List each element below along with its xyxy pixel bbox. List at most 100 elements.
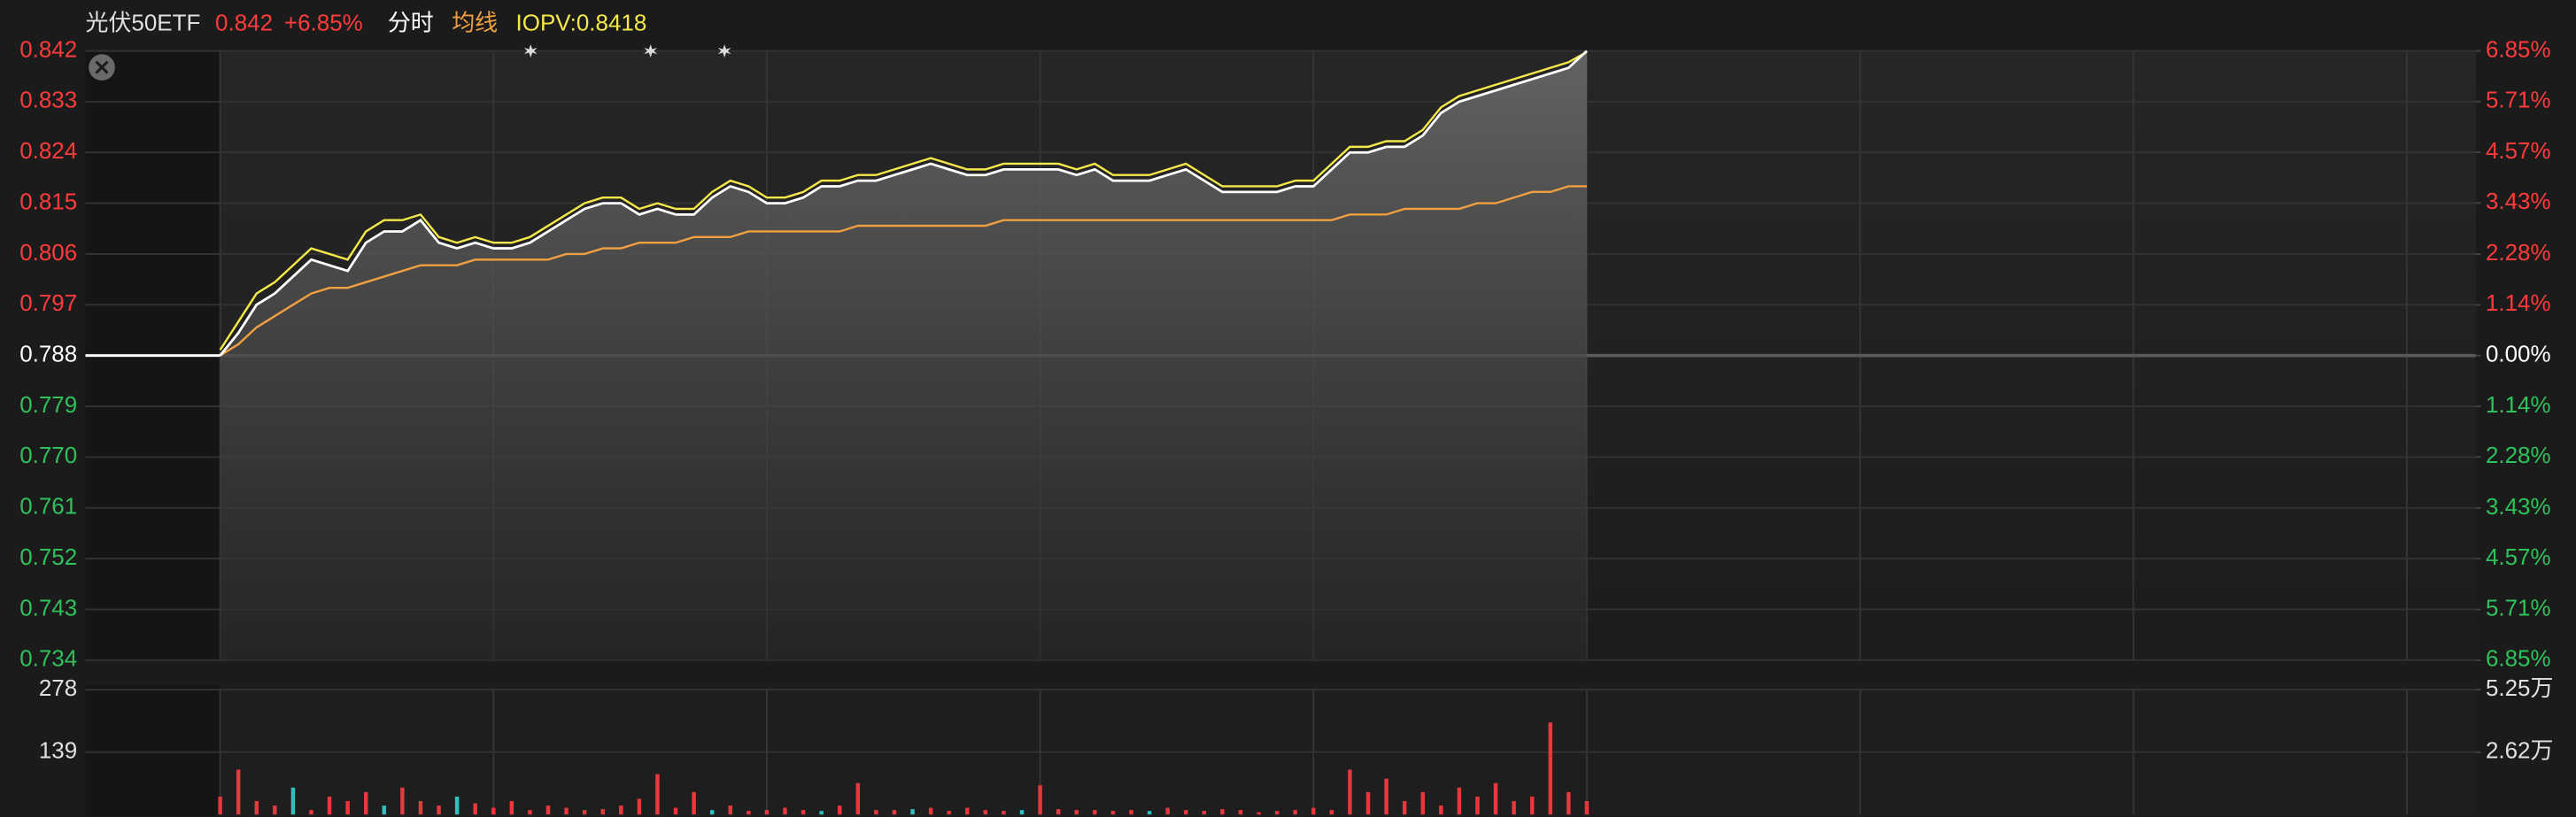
volume-bar bbox=[454, 796, 460, 815]
volume-bar bbox=[1475, 796, 1480, 815]
volume-bar bbox=[437, 805, 441, 815]
y-tick-label: 0.815 bbox=[19, 188, 77, 214]
y2-tick-label: 2.28% bbox=[2486, 239, 2551, 266]
volume-bar bbox=[1512, 800, 1516, 815]
event-marker[interactable] bbox=[717, 44, 731, 58]
volume-bar bbox=[855, 782, 861, 815]
volume-bar bbox=[1493, 782, 1498, 815]
volume-bar bbox=[1584, 800, 1590, 815]
y2-tick-label: 5.71% bbox=[2486, 87, 2551, 113]
volume-bar bbox=[673, 807, 678, 815]
y-tick-label: 0.752 bbox=[19, 543, 77, 570]
y-tick-label: 0.797 bbox=[19, 289, 77, 316]
y-tick-label: 0.743 bbox=[19, 594, 77, 620]
volume-bar bbox=[892, 810, 897, 815]
volume-bar bbox=[309, 810, 313, 815]
volume-bar bbox=[619, 805, 623, 815]
volume-bar bbox=[1002, 811, 1006, 815]
y-tick-label: 0.734 bbox=[19, 645, 77, 672]
volume-bar bbox=[1274, 811, 1280, 815]
close-icon[interactable] bbox=[95, 60, 109, 74]
y2-tick-label: 0.00% bbox=[2486, 341, 2551, 367]
y2-tick-label: 2.28% bbox=[2486, 442, 2551, 468]
volume-bar bbox=[564, 807, 569, 815]
volume-bar bbox=[1056, 809, 1061, 815]
legend-entry[interactable]: 均线 bbox=[452, 10, 498, 36]
volume-bar bbox=[218, 796, 222, 815]
volume-bar bbox=[874, 810, 878, 815]
volume-bar bbox=[418, 800, 423, 815]
volume-bar bbox=[600, 809, 605, 815]
ticker-name: 光伏50ETF bbox=[85, 10, 200, 36]
volume-bar bbox=[1566, 791, 1571, 815]
volume-bar bbox=[655, 774, 660, 815]
event-marker[interactable] bbox=[523, 44, 538, 58]
volume-bar bbox=[1202, 811, 1207, 815]
volume-bar bbox=[1529, 796, 1535, 815]
volume-bar bbox=[1548, 722, 1552, 815]
volume-bar bbox=[254, 800, 259, 815]
volume-bar bbox=[1093, 810, 1097, 815]
close-button[interactable] bbox=[89, 54, 115, 81]
y2-tick-label: 1.14% bbox=[2486, 391, 2551, 418]
volume-bar bbox=[1257, 812, 1261, 815]
volume-bar bbox=[1329, 810, 1334, 815]
volume-bar bbox=[838, 805, 842, 815]
series-line bbox=[219, 50, 1588, 351]
volume-bar bbox=[637, 798, 642, 815]
volume-bar bbox=[509, 800, 514, 815]
volume-bar bbox=[819, 811, 824, 815]
volume-bar bbox=[491, 807, 496, 815]
series-line bbox=[219, 185, 1587, 357]
volume-bar bbox=[1384, 778, 1389, 815]
y-tick-label: 0.761 bbox=[19, 493, 77, 520]
y2-tick-label: 3.43% bbox=[2486, 493, 2551, 520]
volume-bar bbox=[363, 791, 368, 815]
volume-bar bbox=[801, 810, 806, 815]
volume-bar bbox=[400, 787, 405, 815]
y2-tick-label: 5.71% bbox=[2486, 594, 2551, 620]
volume-bar bbox=[1220, 809, 1225, 815]
volume-bar bbox=[545, 805, 551, 815]
volume-bar bbox=[947, 811, 951, 815]
y-tick-label: 139 bbox=[39, 737, 77, 764]
volume-bar bbox=[709, 810, 715, 815]
volume-bar bbox=[1183, 810, 1188, 815]
volume-bar bbox=[764, 810, 770, 815]
y2-tick-label: 2.62万 bbox=[2486, 737, 2554, 764]
volume-bar bbox=[1238, 810, 1243, 815]
volume-bar bbox=[1311, 807, 1316, 815]
volume-bar bbox=[783, 807, 787, 815]
volume-bar bbox=[910, 809, 915, 815]
volume-bar bbox=[1457, 787, 1462, 815]
series-line bbox=[219, 50, 1588, 357]
volume-bar bbox=[1348, 769, 1352, 815]
volume-bar bbox=[327, 796, 332, 815]
volume-bar bbox=[965, 807, 970, 815]
y2-tick-label: 4.57% bbox=[2486, 543, 2551, 570]
volume-bar bbox=[582, 810, 587, 815]
volume-bar bbox=[928, 807, 933, 815]
last-change: +6.85% bbox=[284, 10, 363, 36]
y2-tick-label: 6.85% bbox=[2486, 35, 2551, 62]
volume-bar bbox=[1293, 810, 1297, 815]
volume-bar bbox=[345, 800, 350, 815]
volume-bar bbox=[1365, 791, 1371, 815]
volume-bar bbox=[473, 803, 477, 815]
y2-tick-label: 3.43% bbox=[2486, 188, 2551, 214]
volume-bar bbox=[1019, 810, 1025, 815]
volume-bar bbox=[1038, 785, 1042, 815]
volume-bar bbox=[290, 787, 296, 815]
last-price: 0.842 bbox=[215, 10, 273, 36]
legend-entry[interactable]: IOPV:0.8418 bbox=[516, 10, 647, 36]
volume-bar bbox=[1439, 805, 1443, 815]
volume-bar bbox=[692, 791, 696, 815]
legend-entry[interactable]: 分时 bbox=[388, 10, 434, 36]
volume-bar bbox=[273, 805, 277, 815]
event-marker[interactable] bbox=[644, 44, 658, 58]
volume-bar bbox=[382, 805, 387, 815]
y-tick-label: 0.788 bbox=[19, 341, 77, 367]
volume-bar bbox=[236, 769, 241, 815]
